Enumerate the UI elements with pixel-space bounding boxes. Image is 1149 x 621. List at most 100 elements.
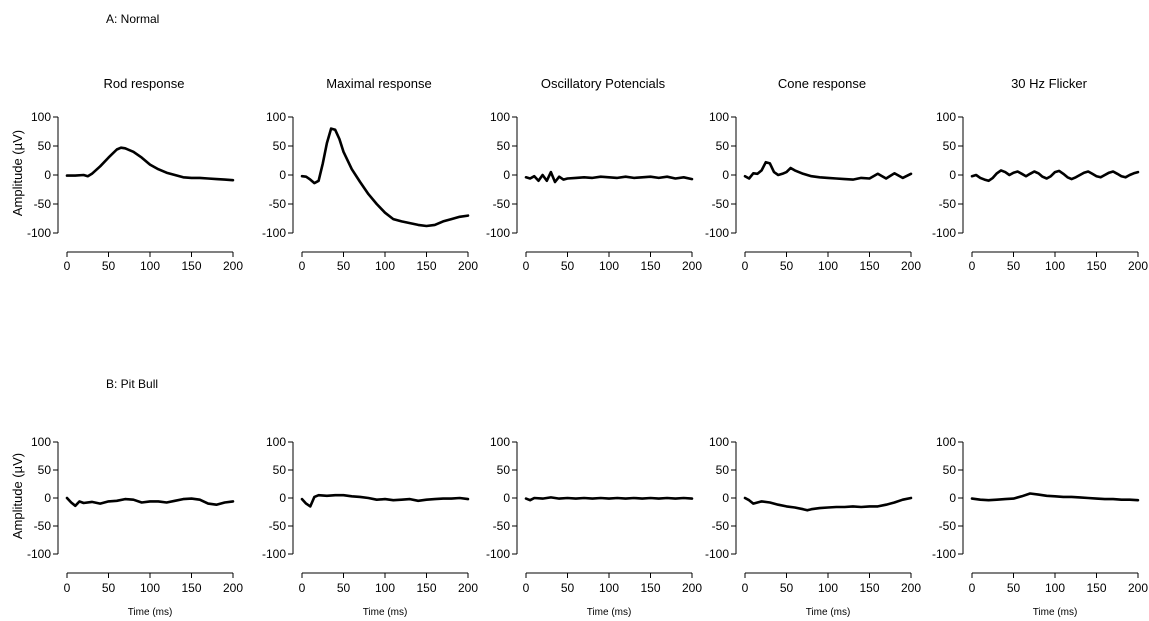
panel-pitbull-30-hz-flicker: 100 50 0 -50 -100 0 50 100 150 200 Time (ms) (932, 435, 1148, 618)
panel-title: Oscillatory Potencials (541, 76, 666, 91)
y-axis-label: Amplitude (µV) (10, 130, 25, 216)
x-tick-label: 0 (299, 259, 306, 273)
panel-title: 30 Hz Flicker (1011, 76, 1088, 91)
x-axis-label: Time (ms) (128, 607, 173, 618)
y-tick-label: -50 (493, 519, 511, 533)
series-line (524, 170, 694, 184)
y-tick-label: 100 (936, 435, 956, 449)
x-tick-label: 50 (1007, 259, 1021, 273)
panel-normal-30-hz-flicker: 30 Hz Flicker 100 50 0 -50 -100 0 50 100 150 200 (932, 76, 1148, 273)
row-label-pitbull: B: Pit Bull (106, 377, 158, 391)
panel-normal-oscillatory-potencials: Oscillatory Potencials 100 50 0 -50 -100 0 50 10… (486, 76, 702, 273)
x-axis-label: Time (ms) (806, 607, 851, 618)
x-tick-label: 50 (780, 259, 794, 273)
y-tick-label: 0 (279, 491, 286, 505)
x-tick-label: 200 (458, 259, 478, 273)
y-tick-label: 100 (709, 110, 729, 124)
panel-pitbull-cone-response: 100 50 0 -50 -100 0 50 100 150 200 Time (ms) (705, 435, 921, 618)
x-tick-label: 150 (640, 259, 660, 273)
x-tick-label: 0 (742, 581, 749, 595)
y-tick-label: 0 (949, 491, 956, 505)
y-tick-label: -50 (269, 519, 287, 533)
y-tick-label: -50 (939, 197, 957, 211)
x-tick-label: 50 (561, 259, 575, 273)
panel-pitbull-maximal-response: 100 50 0 -50 -100 0 50 100 150 200 Time (ms) (262, 435, 478, 618)
y-tick-label: 100 (709, 435, 729, 449)
panel-title: Rod response (104, 76, 185, 91)
x-tick-label: 100 (1045, 259, 1065, 273)
y-tick-label: -50 (939, 519, 957, 533)
series-line (970, 169, 1140, 183)
x-tick-label: 100 (818, 259, 838, 273)
y-tick-label: -100 (486, 226, 510, 240)
x-tick-label: 150 (1086, 581, 1106, 595)
series-line (524, 496, 694, 502)
x-tick-label: 150 (859, 259, 879, 273)
x-tick-label: 200 (223, 259, 243, 273)
x-tick-label: 100 (140, 259, 160, 273)
y-tick-label: 100 (490, 435, 510, 449)
x-tick-label: 200 (458, 581, 478, 595)
x-tick-label: 200 (1128, 259, 1148, 273)
x-tick-label: 100 (1045, 581, 1065, 595)
x-tick-label: 0 (742, 259, 749, 273)
y-tick-label: -100 (262, 547, 286, 561)
panel-title: Cone response (778, 76, 866, 91)
y-tick-label: 0 (44, 168, 51, 182)
x-tick-label: 100 (599, 581, 619, 595)
y-tick-label: 50 (273, 139, 287, 153)
x-tick-label: 150 (859, 581, 879, 595)
x-tick-label: 100 (375, 259, 395, 273)
series-line (65, 146, 235, 182)
series-line (300, 127, 470, 228)
x-tick-label: 50 (780, 581, 794, 595)
x-tick-label: 150 (181, 259, 201, 273)
x-tick-label: 200 (901, 581, 921, 595)
y-tick-label: 0 (503, 168, 510, 182)
y-tick-label: -100 (932, 547, 956, 561)
series-line (300, 493, 470, 508)
x-tick-label: 100 (140, 581, 160, 595)
y-tick-label: 50 (716, 463, 730, 477)
panel-pitbull-rod-response: 100 50 0 -50 -100 0 50 100 150 200 Time (ms) (27, 435, 243, 618)
panel-normal-rod-response: Rod response 100 50 0 -50 -100 0 50 100 150 200 (27, 76, 243, 273)
y-tick-label: 100 (936, 110, 956, 124)
x-tick-label: 0 (299, 581, 306, 595)
y-axis-label: Amplitude (µV) (10, 453, 25, 539)
x-tick-label: 150 (640, 581, 660, 595)
x-tick-label: 0 (64, 581, 71, 595)
x-tick-label: 200 (682, 259, 702, 273)
x-tick-label: 150 (1086, 259, 1106, 273)
x-tick-label: 100 (375, 581, 395, 595)
x-tick-label: 150 (416, 581, 436, 595)
y-tick-label: 50 (716, 139, 730, 153)
y-tick-label: -100 (262, 226, 286, 240)
x-tick-label: 50 (337, 581, 351, 595)
x-tick-label: 200 (223, 581, 243, 595)
y-tick-label: 100 (266, 435, 286, 449)
y-tick-label: 50 (497, 139, 511, 153)
x-tick-label: 50 (337, 259, 351, 273)
x-tick-label: 200 (682, 581, 702, 595)
y-tick-label: -50 (712, 519, 730, 533)
panels: Rod response 100 50 0 -50 -100 0 50 100 150 200 Max… (10, 76, 1148, 618)
y-tick-label: -50 (34, 519, 52, 533)
series-line (743, 160, 913, 181)
y-tick-label: 50 (38, 463, 52, 477)
x-tick-label: 0 (523, 259, 530, 273)
x-tick-label: 50 (102, 259, 116, 273)
x-tick-label: 150 (181, 581, 201, 595)
y-tick-label: 50 (273, 463, 287, 477)
y-tick-label: 0 (949, 168, 956, 182)
y-tick-label: 0 (503, 491, 510, 505)
series-line (743, 496, 913, 512)
row-label-normal: A: Normal (106, 12, 159, 26)
y-tick-label: 50 (943, 139, 957, 153)
x-tick-label: 50 (561, 581, 575, 595)
x-tick-label: 200 (1128, 581, 1148, 595)
y-tick-label: -50 (493, 197, 511, 211)
y-tick-label: 100 (31, 435, 51, 449)
x-axis-label: Time (ms) (1033, 607, 1078, 618)
panel-title: Maximal response (326, 76, 432, 91)
